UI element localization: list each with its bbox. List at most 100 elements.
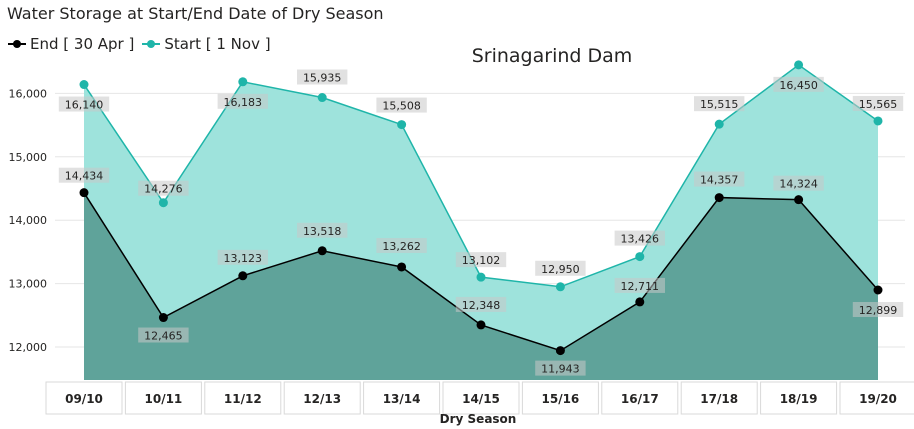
legend-line-dot-icon <box>142 40 161 48</box>
end-point <box>317 246 327 256</box>
end-data-label: 12,711 <box>621 280 660 293</box>
x-tick-label: 18/19 <box>780 392 818 406</box>
x-tick-label: 13/14 <box>383 392 421 406</box>
end-data-label: 12,465 <box>144 330 183 343</box>
start-point <box>873 116 883 126</box>
x-category-cell <box>601 381 679 415</box>
start-data-label: 15,565 <box>859 98 898 111</box>
end-point <box>714 193 724 203</box>
x-category-cell <box>442 381 520 415</box>
end-data-label: 13,518 <box>303 225 342 238</box>
data-label-bg <box>694 96 745 112</box>
start-point <box>476 272 486 282</box>
end-data-label: 12,348 <box>462 299 501 312</box>
data-label-bg <box>535 360 586 376</box>
x-tick-label: 19/20 <box>859 392 897 406</box>
end-point <box>476 320 486 330</box>
end-point <box>873 285 883 295</box>
start-data-label: 16,183 <box>224 96 263 109</box>
end-point <box>635 297 645 307</box>
data-label-bg <box>455 252 507 268</box>
data-label-bg <box>376 97 427 113</box>
start-point <box>238 77 248 87</box>
data-label-bg <box>217 249 268 265</box>
start-point <box>555 282 565 292</box>
y-tick-label: 15,000 <box>9 151 48 164</box>
x-tick-label: 14/15 <box>462 392 500 406</box>
x-axis-label: Dry Season <box>440 412 517 426</box>
start-point <box>714 119 724 129</box>
data-label-bg <box>297 69 348 85</box>
legend-label-end: End [ 30 Apr ] <box>30 35 135 53</box>
start-point <box>317 93 327 103</box>
start-point <box>794 60 804 70</box>
x-category-cell <box>680 381 758 415</box>
end-area <box>84 192 878 380</box>
data-label-bg <box>773 76 824 92</box>
x-category-cell <box>363 381 441 415</box>
end-point <box>238 271 248 281</box>
end-data-label: 14,324 <box>779 178 818 191</box>
x-tick-label: 11/12 <box>224 392 262 406</box>
x-tick-label: 10/11 <box>145 392 183 406</box>
data-label-bg <box>852 95 904 111</box>
data-label-bg <box>138 327 189 343</box>
x-tick-label: 16/17 <box>621 392 659 406</box>
x-tick-label: 17/18 <box>700 392 738 406</box>
end-point <box>555 346 565 356</box>
start-data-label: 13,102 <box>462 254 501 267</box>
data-label-bg <box>455 296 507 312</box>
data-label-bg <box>852 302 904 318</box>
start-data-label: 14,276 <box>144 183 183 196</box>
legend-item-start[interactable]: Start [ 1 Nov ] <box>142 35 271 53</box>
y-tick-label: 16,000 <box>9 87 48 100</box>
start-point <box>635 252 645 262</box>
end-point <box>794 195 804 205</box>
x-category-cell <box>124 381 202 415</box>
start-data-label: 13,426 <box>621 233 660 246</box>
x-tick-label: 12/13 <box>303 392 341 406</box>
data-label-bg <box>297 222 348 238</box>
end-point <box>397 262 407 272</box>
start-data-label: 12,950 <box>541 263 580 276</box>
data-label-bg <box>58 167 110 183</box>
x-tick-label: 09/10 <box>65 392 103 406</box>
x-category-cell <box>204 381 282 415</box>
data-label-bg <box>614 230 665 246</box>
data-label-bg <box>535 260 586 276</box>
data-label-bg <box>138 180 189 196</box>
legend: End [ 30 Apr ] Start [ 1 Nov ] <box>8 35 279 53</box>
start-data-label: 15,935 <box>303 72 342 85</box>
data-label-bg <box>217 93 268 109</box>
legend-item-end[interactable]: End [ 30 Apr ] <box>8 35 134 53</box>
x-tick-label: 15/16 <box>542 392 580 406</box>
end-data-label: 13,262 <box>382 240 421 253</box>
y-tick-label: 12,000 <box>9 341 48 354</box>
end-point <box>79 188 89 198</box>
start-data-label: 15,508 <box>382 100 421 113</box>
start-data-label: 15,515 <box>700 98 739 111</box>
start-point <box>79 80 89 90</box>
x-category-cell <box>760 381 838 415</box>
data-label-bg <box>614 277 665 293</box>
end-data-label: 13,123 <box>224 252 263 265</box>
legend-line-dot-icon <box>8 40 26 48</box>
y-tick-label: 14,000 <box>9 214 48 227</box>
end-data-label: 12,899 <box>859 304 898 317</box>
data-label-bg <box>58 96 110 112</box>
chart-title: Srinagarind Dam <box>472 45 633 67</box>
x-category-cell <box>839 381 914 415</box>
start-data-label: 16,450 <box>779 79 818 92</box>
x-category-cell <box>521 381 599 415</box>
end-data-label: 11,943 <box>541 363 580 376</box>
page-title: Water Storage at Start/End Date of Dry S… <box>7 4 384 23</box>
legend-label-start: Start [ 1 Nov ] <box>164 35 271 53</box>
data-label-bg <box>694 171 745 187</box>
end-point <box>158 313 168 323</box>
x-category-cell <box>45 381 123 415</box>
end-data-label: 14,434 <box>65 170 104 183</box>
start-point <box>397 120 407 130</box>
start-point <box>158 198 168 208</box>
y-tick-label: 13,000 <box>9 278 48 291</box>
